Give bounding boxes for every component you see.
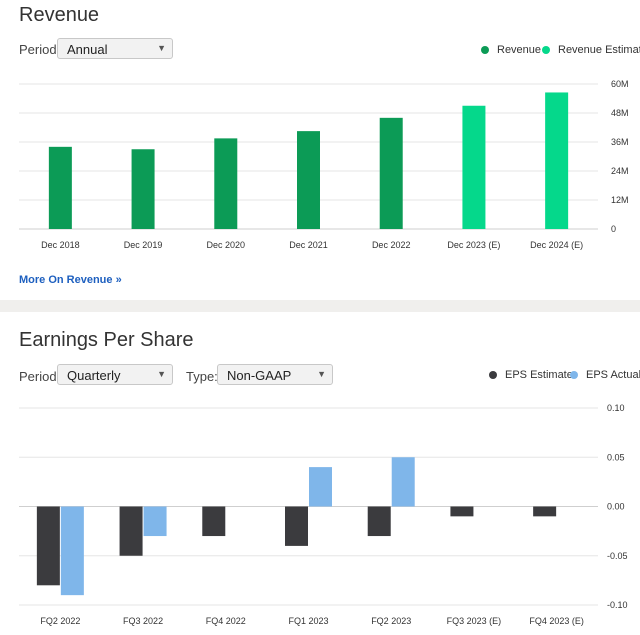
legend-dot-revenue xyxy=(481,46,489,54)
bar-eps-estimate-fq3-2022 xyxy=(119,506,143,556)
y-tick-label: 12M xyxy=(611,195,629,205)
y-tick-label: 36M xyxy=(611,137,629,147)
revenue-panel: Revenue Period: Annual ▼ Revenue Revenue… xyxy=(0,0,640,300)
bar-eps-estimate-fq3-2023-e xyxy=(450,506,474,517)
x-tick-label: Dec 2018 xyxy=(41,240,80,250)
x-tick-label: FQ3 2023 (E) xyxy=(447,616,502,626)
bar-eps-estimate-fq1-2023 xyxy=(285,506,308,546)
legend-dot-eps-estimate xyxy=(489,371,497,379)
bar-dec-2022 xyxy=(379,117,403,229)
x-tick-label: Dec 2020 xyxy=(207,240,246,250)
eps-period-label: Period: xyxy=(19,369,61,384)
eps-title: Earnings Per Share xyxy=(19,329,194,351)
legend-dot-revenue-estimate xyxy=(542,46,550,54)
bar-dec-2024-e xyxy=(545,92,569,229)
bar-dec-2023-e xyxy=(462,105,486,229)
x-tick-label: FQ4 2023 (E) xyxy=(529,616,584,626)
y-tick-label: 48M xyxy=(611,108,629,118)
y-tick-label: 0 xyxy=(611,224,616,234)
y-tick-label: -0.10 xyxy=(607,600,628,610)
eps-type-select[interactable]: Non-GAAP ▼ xyxy=(217,364,333,385)
y-tick-label: 0.10 xyxy=(607,403,625,413)
legend-label-revenue-estimate: Revenue Estimate xyxy=(558,44,640,56)
x-tick-label: Dec 2022 xyxy=(372,240,411,250)
chevron-down-icon: ▼ xyxy=(157,369,166,379)
x-tick-label: FQ2 2023 xyxy=(371,616,411,626)
x-tick-label: Dec 2021 xyxy=(289,240,328,250)
revenue-title: Revenue xyxy=(19,4,100,26)
revenue-chart: 60M 48M 36M 24M 12M 0 Dec 2018 Dec 2019 Dec 2020… xyxy=(19,79,629,250)
bar-eps-actual-fq3-2022 xyxy=(143,506,167,537)
bar-eps-actual-fq1-2023 xyxy=(309,467,332,507)
eps-chart: 0.10 0.05 0.00 -0.05 -0.10 FQ2 2022 FQ3 2022 FQ… xyxy=(19,403,628,626)
revenue-period-select[interactable]: Annual ▼ xyxy=(57,38,173,59)
legend-label-revenue: Revenue xyxy=(497,44,542,56)
y-tick-label: 60M xyxy=(611,79,629,89)
chevron-down-icon: ▼ xyxy=(157,43,166,53)
legend-item-eps-actual: EPS Actual xyxy=(570,369,640,381)
x-tick-label: FQ3 2022 xyxy=(123,616,163,626)
legend-label-eps-actual: EPS Actual xyxy=(586,369,640,381)
chevron-down-icon: ▼ xyxy=(317,369,326,379)
legend-item-revenue: Revenue xyxy=(481,44,541,56)
y-tick-label: 0.05 xyxy=(607,452,625,462)
legend-item-eps-estimate: EPS Estimate xyxy=(489,369,573,381)
bar-dec-2021 xyxy=(297,131,320,229)
eps-panel: Earnings Per Share Period: Quarterly ▼ T… xyxy=(0,312,640,635)
revenue-period-label: Period: xyxy=(19,42,61,57)
y-tick-label: 24M xyxy=(611,166,629,176)
y-tick-label: -0.05 xyxy=(607,551,628,561)
bar-dec-2020 xyxy=(214,138,238,229)
x-tick-label: FQ1 2023 xyxy=(288,616,328,626)
x-tick-label: FQ2 2022 xyxy=(40,616,80,626)
bar-dec-2019 xyxy=(131,149,155,229)
bar-eps-estimate-fq2-2022 xyxy=(36,506,60,586)
eps-period-value: Quarterly xyxy=(67,368,121,383)
bar-dec-2018 xyxy=(48,146,72,229)
y-tick-label: 0.00 xyxy=(607,502,625,512)
more-on-revenue-link[interactable]: More On Revenue » xyxy=(19,274,122,286)
eps-period-select[interactable]: Quarterly ▼ xyxy=(57,364,173,385)
x-tick-label: FQ4 2022 xyxy=(206,616,246,626)
legend-dot-eps-actual xyxy=(570,371,578,379)
revenue-period-value: Annual xyxy=(67,42,108,57)
x-tick-label: Dec 2023 (E) xyxy=(447,240,500,250)
eps-type-value: Non-GAAP xyxy=(227,368,292,383)
x-tick-label: Dec 2024 (E) xyxy=(530,240,583,250)
legend-item-revenue-estimate: Revenue Estimate xyxy=(542,44,640,56)
bar-eps-estimate-fq2-2023 xyxy=(367,506,391,537)
bar-eps-estimate-fq4-2023-e xyxy=(533,506,557,517)
x-tick-label: Dec 2019 xyxy=(124,240,163,250)
bar-eps-actual-fq2-2022 xyxy=(60,506,84,596)
bar-eps-actual-fq2-2023 xyxy=(391,457,415,507)
bar-eps-estimate-fq4-2022 xyxy=(202,506,226,537)
legend-label-eps-estimate: EPS Estimate xyxy=(505,369,573,381)
eps-type-label: Type: xyxy=(186,369,218,384)
